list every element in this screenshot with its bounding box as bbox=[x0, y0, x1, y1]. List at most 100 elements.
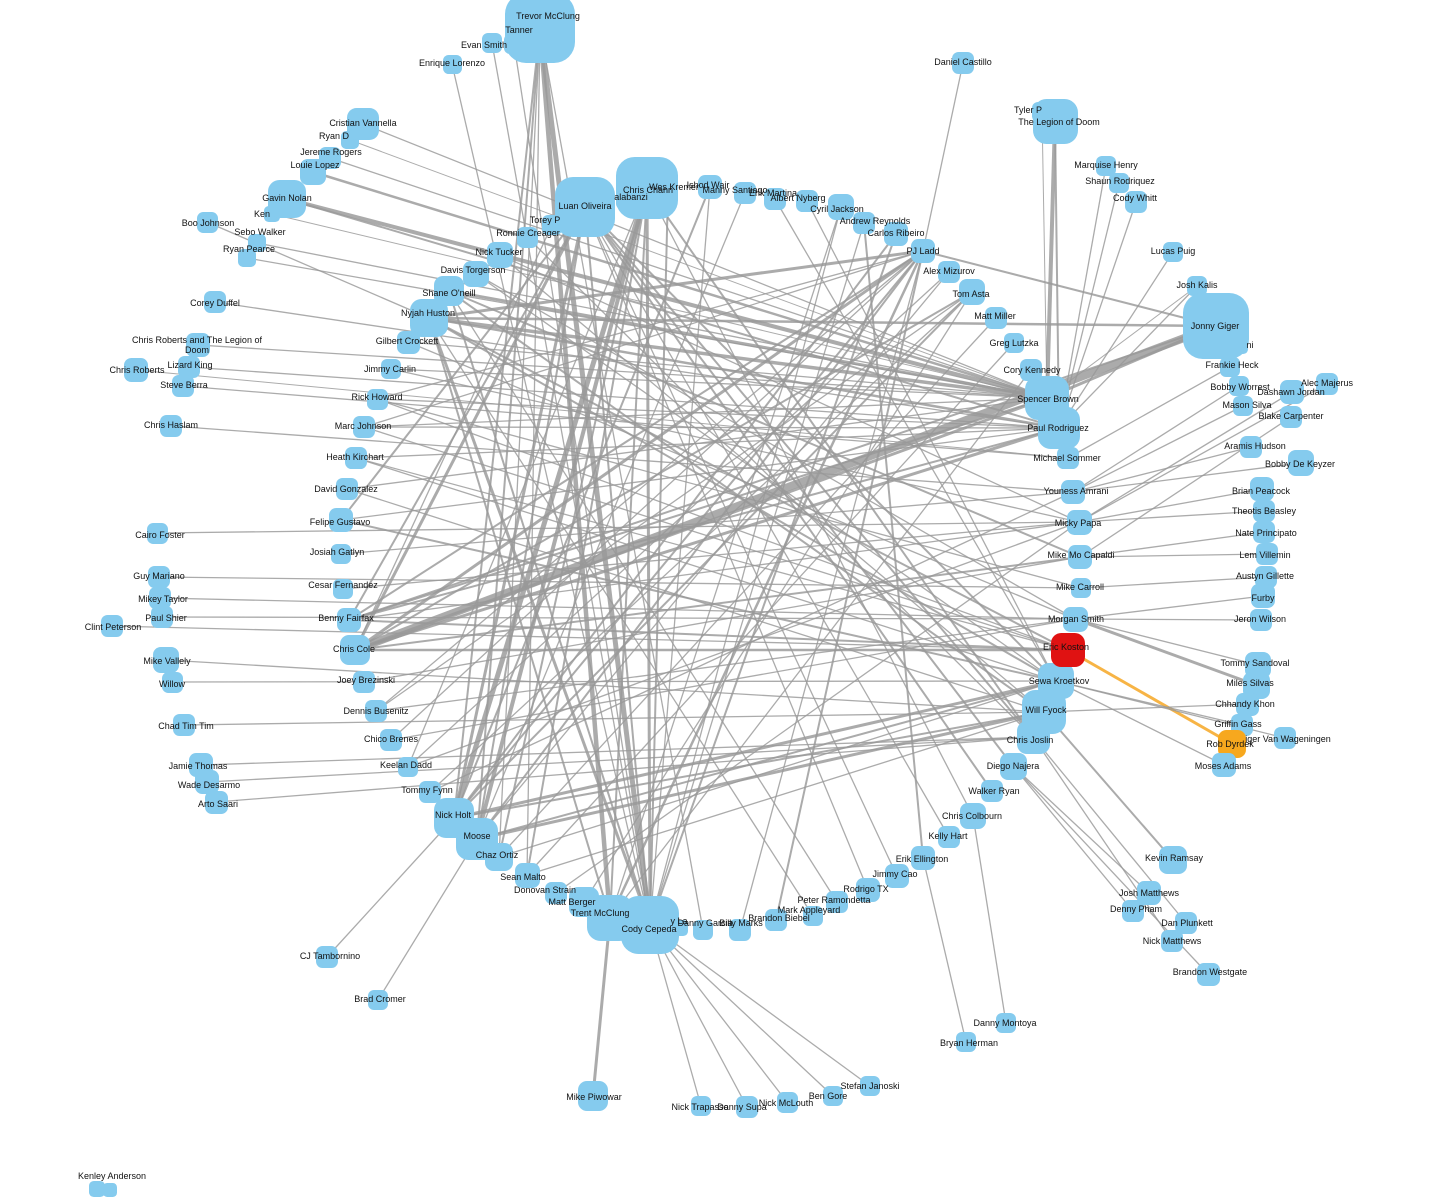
graph-node-ryan-pearce[interactable] bbox=[238, 249, 256, 267]
graph-node-enrique-lorenzo[interactable] bbox=[442, 54, 462, 74]
graph-node-manny-santiago[interactable] bbox=[734, 182, 756, 204]
graph-node-mike-mo-capaldi[interactable] bbox=[1068, 545, 1092, 569]
graph-node-billy-marks[interactable] bbox=[729, 919, 751, 941]
graph-node-nick-tucker[interactable] bbox=[487, 242, 513, 268]
graph-node-lem-villemin[interactable] bbox=[1256, 543, 1278, 565]
graph-node-rodrigo-tx[interactable] bbox=[856, 878, 880, 902]
graph-node-mike-carroll[interactable] bbox=[1071, 578, 1091, 598]
graph-node-chris-cole[interactable] bbox=[340, 635, 370, 665]
graph-node-brandon-westgate[interactable] bbox=[1196, 962, 1220, 986]
graph-node-erik-martina[interactable] bbox=[764, 188, 786, 210]
graph-node-jimmy-carlin[interactable] bbox=[381, 359, 401, 379]
graph-node-bobby-de-keyzer[interactable] bbox=[1288, 450, 1314, 476]
graph-node-chico-brenes[interactable] bbox=[380, 729, 402, 751]
graph-node-denny-pham[interactable] bbox=[1122, 900, 1144, 922]
graph-node-rick-howard[interactable] bbox=[366, 388, 388, 410]
graph-node-jimmy-cao[interactable] bbox=[885, 864, 909, 888]
graph-node-legion-of-doom[interactable] bbox=[1032, 98, 1078, 144]
graph-node-evan-smith[interactable] bbox=[482, 33, 502, 53]
graph-node-nick-matthews[interactable] bbox=[1161, 930, 1183, 952]
graph-node-sebo-walker[interactable] bbox=[248, 234, 266, 252]
graph-node-benny-fairfax[interactable] bbox=[337, 608, 361, 632]
graph-node-cristian-vannella[interactable] bbox=[347, 108, 379, 140]
graph-node-david-gonzalez[interactable] bbox=[336, 478, 358, 500]
graph-node-alec-majerus[interactable] bbox=[1316, 373, 1338, 395]
graph-node-chris-roberts[interactable] bbox=[124, 358, 148, 382]
graph-node-gavin-nolan[interactable] bbox=[268, 180, 306, 218]
graph-node-andrew-reynolds[interactable] bbox=[853, 212, 875, 234]
graph-node-nick-mclouth[interactable] bbox=[776, 1091, 798, 1113]
graph-node-ben-gore[interactable] bbox=[823, 1086, 843, 1106]
graph-node-ronnie-creager[interactable] bbox=[516, 226, 538, 248]
graph-node-kenley-b[interactable] bbox=[103, 1183, 117, 1197]
graph-node-josiah-gatlyn[interactable] bbox=[331, 544, 351, 564]
graph-node-mike-vallely[interactable] bbox=[153, 647, 179, 673]
graph-node-joey-brezinski[interactable] bbox=[353, 671, 375, 693]
graph-node-matt-miller[interactable] bbox=[985, 307, 1007, 329]
graph-node-steve-berra[interactable] bbox=[172, 375, 194, 397]
graph-node-luan-oliveira[interactable] bbox=[555, 177, 615, 237]
graph-node-marc-johnson[interactable] bbox=[353, 416, 375, 438]
graph-node-wade-desarmo[interactable] bbox=[195, 770, 219, 794]
graph-node-bobby-worrest[interactable] bbox=[1229, 376, 1249, 396]
graph-node-chris-chann[interactable] bbox=[616, 157, 678, 219]
graph-node-chad-tim-tim[interactable] bbox=[173, 714, 195, 736]
graph-node-chris-haslam[interactable] bbox=[160, 415, 182, 437]
graph-node-dennis-busenitz[interactable] bbox=[365, 700, 387, 722]
graph-node-corey-duffel[interactable] bbox=[204, 291, 226, 313]
graph-node-sewa-kroetkov[interactable] bbox=[1038, 663, 1074, 699]
graph-node-mike-piwowar[interactable] bbox=[578, 1081, 608, 1111]
graph-node-felipe-gustavo[interactable] bbox=[329, 508, 353, 532]
graph-node-nate-principato[interactable] bbox=[1253, 521, 1275, 543]
graph-node-peter-ramondetta[interactable] bbox=[826, 891, 848, 913]
graph-node-kelly-hart[interactable] bbox=[938, 826, 960, 848]
graph-node-danny-garcia[interactable] bbox=[693, 920, 713, 940]
graph-node-nyjah-huston[interactable] bbox=[410, 299, 448, 337]
graph-node-albert-nyberg[interactable] bbox=[796, 190, 818, 212]
graph-node-brandon-biebel[interactable] bbox=[765, 909, 787, 931]
graph-node-louie-lopez[interactable] bbox=[300, 159, 326, 185]
graph-node-furby[interactable] bbox=[1251, 584, 1275, 608]
graph-node-chris-colbourn[interactable] bbox=[960, 803, 986, 829]
graph-node-arto-saari[interactable] bbox=[204, 790, 228, 814]
graph-node-jonny-giger[interactable] bbox=[1183, 293, 1249, 359]
graph-node-van-wageningen[interactable] bbox=[1274, 727, 1296, 749]
graph-node-pj-ladd[interactable] bbox=[911, 239, 935, 263]
graph-node-jeron-wilson[interactable] bbox=[1250, 609, 1272, 631]
graph-node-tommy-fynn[interactable] bbox=[419, 781, 441, 803]
graph-node-danny-montoya[interactable] bbox=[996, 1013, 1016, 1033]
graph-node-moses-adams[interactable] bbox=[1212, 753, 1236, 777]
graph-node-alex-mizurov[interactable] bbox=[938, 261, 960, 283]
graph-node-brian-peacock[interactable] bbox=[1250, 477, 1274, 501]
graph-node-erik-ellington[interactable] bbox=[911, 846, 935, 870]
graph-node-frankie-heck[interactable] bbox=[1220, 357, 1240, 377]
graph-node-clint-peterson[interactable] bbox=[101, 615, 123, 637]
graph-node-mikey-taylor[interactable] bbox=[149, 587, 171, 609]
graph-node-blake-carpenter[interactable] bbox=[1280, 406, 1302, 428]
graph-node-aramis-hudson[interactable] bbox=[1240, 436, 1262, 458]
graph-node-keelan-dadd[interactable] bbox=[398, 757, 418, 777]
graph-node-cesar-fernandez[interactable] bbox=[333, 579, 353, 599]
graph-node-heath-kirchart[interactable] bbox=[345, 447, 367, 469]
graph-node-spencer-brown[interactable] bbox=[1025, 376, 1069, 420]
graph-node-trent-mcclung[interactable] bbox=[587, 895, 633, 941]
graph-node-lucas-puig[interactable] bbox=[1163, 242, 1183, 262]
graph-node-josh-kalis[interactable] bbox=[1187, 276, 1207, 296]
graph-node-chaz-ortiz[interactable] bbox=[485, 843, 513, 871]
graph-node-marquise-henry[interactable] bbox=[1096, 156, 1116, 176]
graph-node-theotis-beasley[interactable] bbox=[1253, 500, 1275, 522]
graph-node-cory-kennedy[interactable] bbox=[1020, 359, 1042, 381]
graph-node-donovan-strain[interactable] bbox=[545, 882, 567, 904]
graph-node-mason-silva[interactable] bbox=[1233, 396, 1253, 416]
graph-node-bryan-herman[interactable] bbox=[956, 1032, 976, 1052]
graph-node-dashawn-jordan[interactable] bbox=[1280, 380, 1304, 404]
graph-node-chris-roberts-lod[interactable] bbox=[186, 333, 210, 357]
graph-node-dan-plunkett[interactable] bbox=[1175, 912, 1197, 934]
graph-node-stefan-janoski[interactable] bbox=[860, 1076, 880, 1096]
graph-node-morgan-smith[interactable] bbox=[1062, 606, 1088, 632]
graph-node-tom-asta[interactable] bbox=[959, 279, 985, 305]
graph-node-boo-johnson[interactable] bbox=[196, 211, 218, 233]
graph-node-cairo-foster[interactable] bbox=[146, 522, 168, 544]
graph-node-michael-sommer[interactable] bbox=[1057, 447, 1079, 469]
